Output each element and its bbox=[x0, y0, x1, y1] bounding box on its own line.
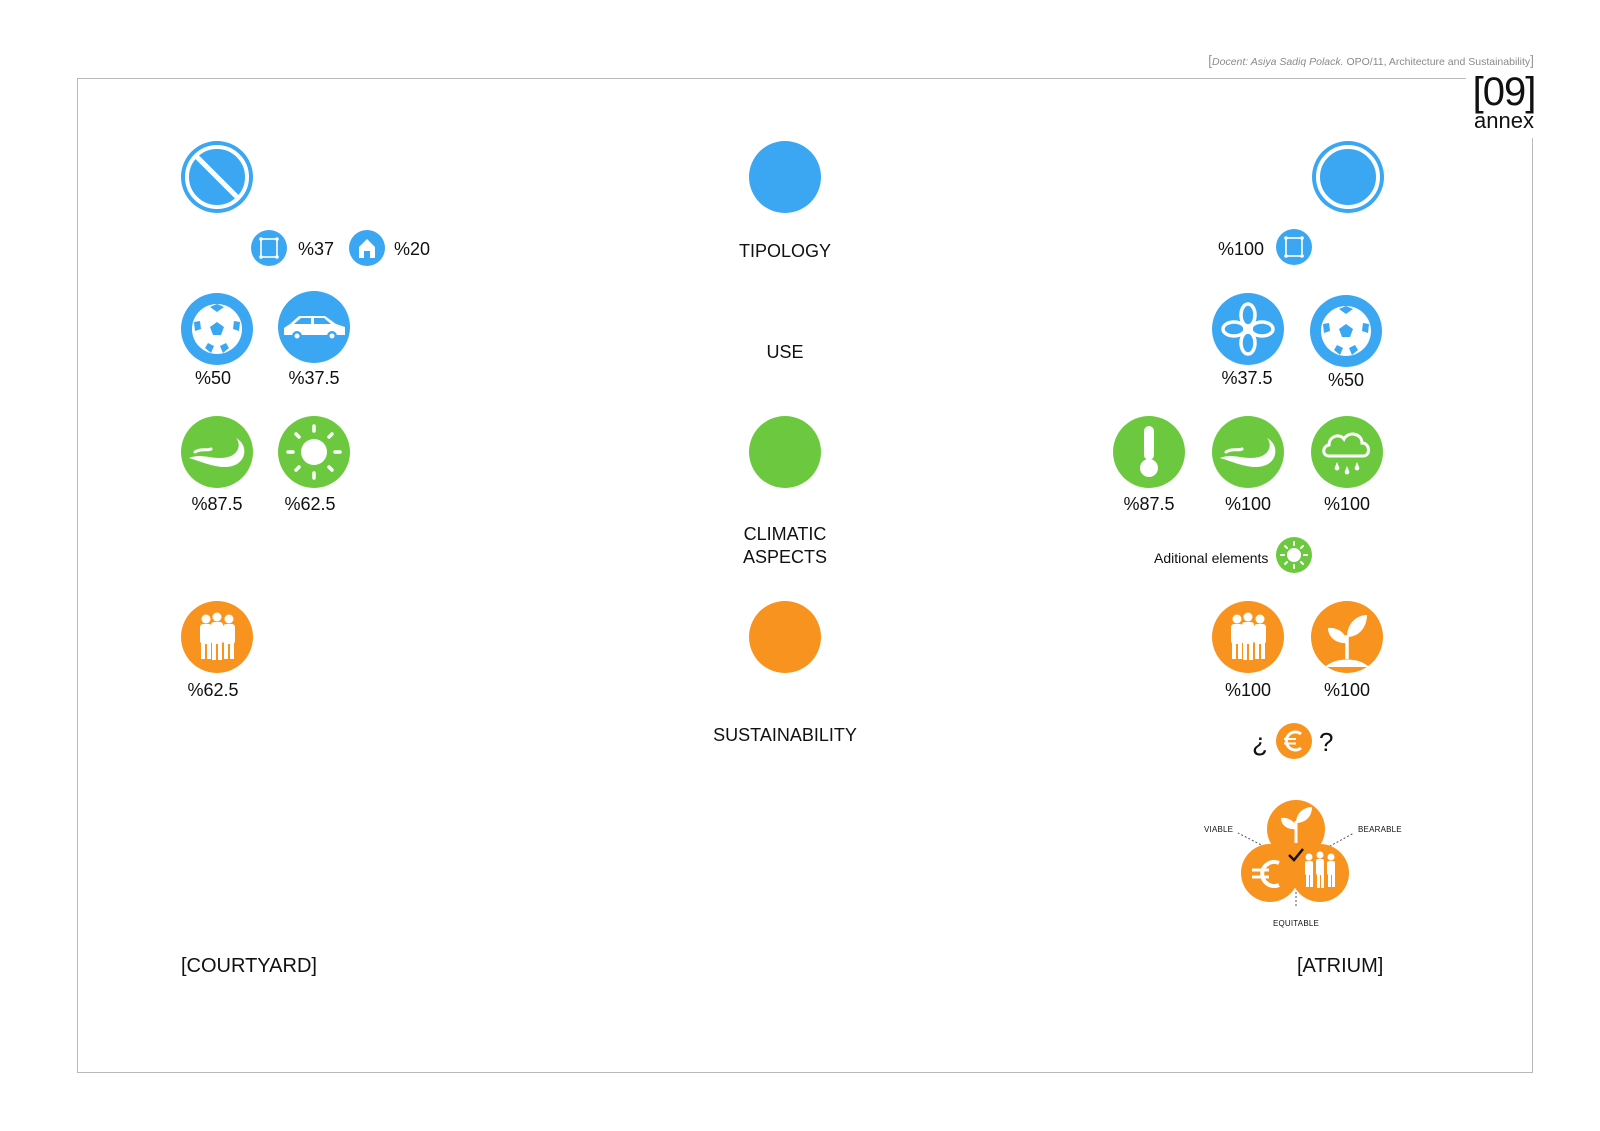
atrium-use-value-1: %37.5 bbox=[1221, 368, 1273, 388]
wind-icon bbox=[1212, 416, 1284, 488]
sun-icon bbox=[278, 416, 350, 488]
courtyard-climatic-value-1: %87.5 bbox=[191, 494, 243, 514]
courtyard-climatic-value-2: %62.5 bbox=[284, 494, 336, 514]
plant-icon bbox=[1311, 601, 1383, 673]
atrium-title: [ATRIUM] bbox=[1297, 955, 1384, 977]
tipology-category-icon bbox=[749, 141, 821, 213]
square-plan-icon bbox=[1276, 229, 1312, 265]
people-icon bbox=[1212, 601, 1284, 673]
wind-icon bbox=[181, 416, 253, 488]
climatic-category-icon bbox=[749, 416, 821, 488]
soccer-ball-icon bbox=[1310, 295, 1382, 367]
venn-label-equitable: EQUITABLE bbox=[1272, 919, 1320, 928]
euro-icon bbox=[1276, 723, 1312, 759]
category-use: USE bbox=[766, 342, 804, 362]
atrium-tipology-value-1: %100 bbox=[1218, 239, 1265, 259]
category-climatic-aspects: CLIMATIC ASPECTS bbox=[743, 523, 827, 569]
courtyard-tipology-value-1: %37 bbox=[298, 239, 335, 259]
courtyard-title: [COURTYARD] bbox=[181, 955, 317, 977]
course-text: OPO/11, Architecture and Sustainability bbox=[1346, 56, 1531, 68]
flower-icon bbox=[1212, 293, 1284, 365]
docent-label: Docent: Asiya Sadiq Polack. bbox=[1212, 56, 1344, 68]
euro-question-close: ? bbox=[1319, 727, 1334, 757]
atrium-use-value-2: %50 bbox=[1327, 370, 1365, 390]
page-frame bbox=[77, 78, 1533, 1073]
sustainability-category-icon bbox=[749, 601, 821, 673]
category-tipology: TIPOLOGY bbox=[738, 241, 832, 261]
venn-label-viable: VIABLE bbox=[1204, 825, 1234, 834]
car-icon bbox=[278, 291, 350, 363]
atrium-climatic-value-2: %100 bbox=[1224, 494, 1272, 514]
square-plan-icon bbox=[251, 230, 287, 266]
atrium-climatic-value-3: %100 bbox=[1323, 494, 1371, 514]
people-icon bbox=[181, 601, 253, 673]
page-number: [09] bbox=[1472, 70, 1537, 114]
venn-euro-circle bbox=[1241, 844, 1299, 902]
courtyard-sustainability-value-1: %62.5 bbox=[187, 680, 239, 700]
category-climatic-line2: ASPECTS bbox=[742, 547, 828, 567]
additional-elements-label: Aditional elements bbox=[1154, 550, 1269, 566]
open-atrium-icon bbox=[1312, 141, 1384, 213]
page-label: annex bbox=[1474, 108, 1534, 133]
thermometer-icon bbox=[1113, 416, 1185, 488]
courtyard-use-value-2: %37.5 bbox=[288, 368, 340, 388]
courtyard-use-value-1: %50 bbox=[194, 368, 232, 388]
atrium-sustainability-value-2: %100 bbox=[1323, 680, 1371, 700]
rain-cloud-icon bbox=[1311, 416, 1383, 488]
euro-question-open: ¿ bbox=[1252, 727, 1268, 757]
sustainability-venn-diagram bbox=[1237, 800, 1355, 908]
closed-courtyard-icon bbox=[181, 141, 253, 213]
house-icon bbox=[349, 230, 385, 266]
page-number-box: [09] annex bbox=[1466, 72, 1542, 138]
sun-icon bbox=[1276, 537, 1312, 573]
atrium-sustainability-value-1: %100 bbox=[1224, 680, 1272, 700]
soccer-ball-icon bbox=[181, 293, 253, 365]
document-header: [Docent: Asiya Sadiq Polack. OPO/11, Arc… bbox=[1208, 52, 1534, 68]
category-sustainability: SUSTAINABILITY bbox=[713, 725, 857, 745]
courtyard-tipology-value-2: %20 bbox=[394, 239, 431, 259]
venn-label-bearable: BEARABLE bbox=[1358, 825, 1402, 834]
atrium-climatic-value-1: %87.5 bbox=[1123, 494, 1175, 514]
category-climatic-line1: CLIMATIC bbox=[743, 524, 827, 544]
